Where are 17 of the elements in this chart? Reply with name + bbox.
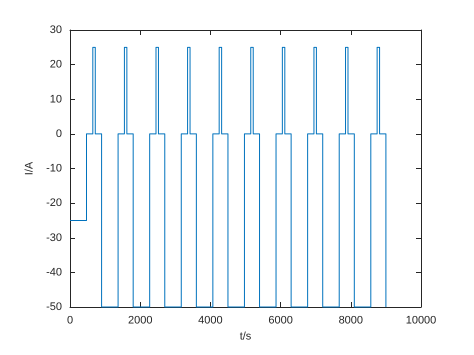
x-tick-label: 0 [66,314,74,326]
x-tick-label: 2000 [128,314,152,326]
y-tick-label: -50 [46,301,62,313]
x-tick-label: 6000 [268,314,293,326]
y-tick-label: -10 [46,162,62,174]
y-tick-label: -30 [46,232,62,244]
y-tick-label: -20 [46,197,62,210]
x-tick-label: 4000 [198,314,223,326]
y-tick-label: 30 [50,24,62,36]
y-tick-label: 20 [50,58,62,71]
x-axis-title: t/s [240,330,252,342]
x-tick-label: 8000 [338,314,364,326]
y-axis-title: I/A [24,161,36,176]
y-tick-label: 0 [56,128,62,140]
y-tick-label: -40 [46,266,62,278]
y-tick-label: 10 [50,93,62,106]
x-tick-label: 10000 [406,314,436,326]
